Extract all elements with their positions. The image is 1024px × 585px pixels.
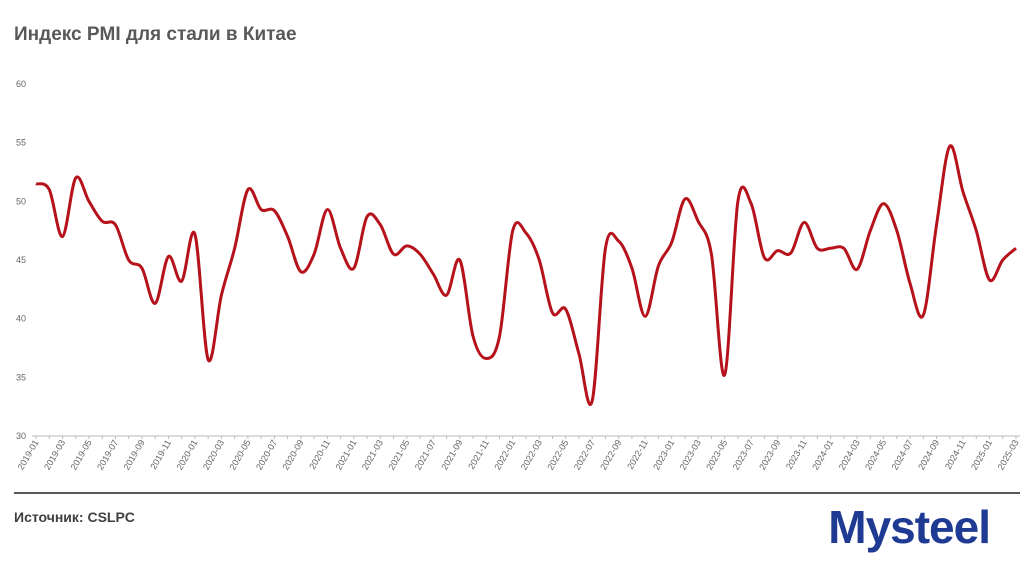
x-tick-label: 2020-11 bbox=[307, 438, 332, 471]
x-tick-label: 2019-07 bbox=[95, 438, 120, 472]
y-tick-label: 40 bbox=[16, 314, 26, 324]
x-tick-label: 2020-07 bbox=[254, 438, 279, 472]
x-tick-label: 2023-03 bbox=[678, 438, 703, 472]
logo: Mysteel bbox=[828, 501, 990, 553]
x-tick-label: 2020-03 bbox=[201, 438, 226, 472]
source: Источник: CSLPC bbox=[14, 509, 135, 525]
x-tick-label: 2023-11 bbox=[784, 438, 809, 471]
x-tick-label: 2024-11 bbox=[943, 438, 968, 471]
x-tick-label: 2023-09 bbox=[757, 438, 782, 472]
y-tick-label: 55 bbox=[16, 138, 26, 148]
x-tick-label: 2021-05 bbox=[386, 438, 411, 472]
x-tick-label: 2019-01 bbox=[16, 438, 41, 472]
y-tick-label: 35 bbox=[16, 372, 26, 382]
x-tick-label: 2021-03 bbox=[360, 438, 385, 472]
x-tick-label: 2021-09 bbox=[439, 438, 464, 472]
x-tick-label: 2025-01 bbox=[969, 438, 994, 472]
chart-title: Индекс PMI для стали в Китае bbox=[14, 24, 297, 45]
x-tick-label: 2024-03 bbox=[837, 438, 862, 472]
x-tick-label: 2023-01 bbox=[651, 438, 676, 472]
x-tick-label: 2022-01 bbox=[492, 438, 517, 472]
x-tick-label: 2022-05 bbox=[545, 438, 570, 472]
x-tick-label: 2020-09 bbox=[280, 438, 305, 472]
x-tick-label: 2025-03 bbox=[996, 438, 1021, 472]
x-tick-label: 2023-07 bbox=[731, 438, 756, 472]
line-series bbox=[35, 144, 1017, 406]
x-tick-label: 2022-09 bbox=[598, 438, 623, 472]
x-tick-label: 2022-03 bbox=[519, 438, 544, 472]
x-tick-label: 2024-09 bbox=[916, 438, 941, 472]
x-tick-label: 2019-05 bbox=[69, 438, 94, 472]
y-tick-label: 30 bbox=[16, 431, 26, 441]
x-tick-label: 2022-11 bbox=[625, 438, 650, 471]
x-tick-label: 2023-05 bbox=[704, 438, 729, 472]
x-tick-label: 2019-09 bbox=[122, 438, 147, 472]
y-tick-label: 45 bbox=[16, 255, 26, 265]
x-tick-label: 2024-07 bbox=[890, 438, 915, 472]
x-tick-label: 2024-05 bbox=[863, 438, 888, 472]
y-tick-label: 50 bbox=[16, 196, 26, 206]
x-tick-label: 2022-07 bbox=[572, 438, 597, 472]
x-tick-label: 2020-01 bbox=[174, 438, 199, 472]
x-tick-label: 2021-11 bbox=[466, 438, 491, 471]
y-tick-label: 60 bbox=[16, 79, 26, 89]
x-tick-label: 2024-01 bbox=[810, 438, 835, 472]
x-tick-label: 2019-03 bbox=[42, 438, 67, 472]
x-tick-label: 2021-01 bbox=[333, 438, 358, 472]
x-tick-label: 2020-05 bbox=[227, 438, 252, 472]
x-tick-label: 2019-11 bbox=[148, 438, 173, 471]
x-tick-label: 2021-07 bbox=[413, 438, 438, 472]
